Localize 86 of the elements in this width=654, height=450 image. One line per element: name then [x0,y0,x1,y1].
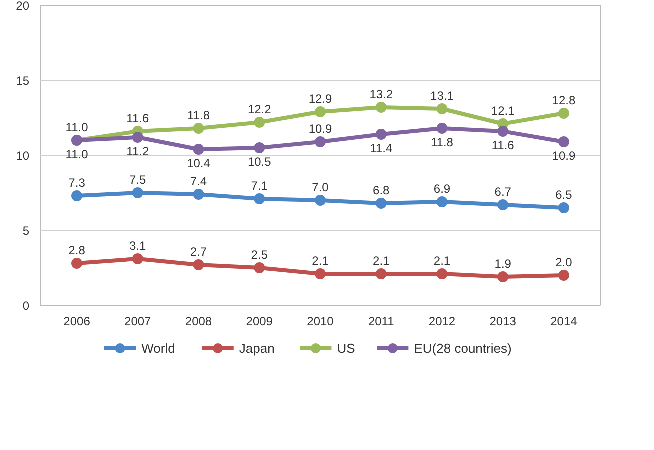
point [193,189,204,200]
data-label: 11.4 [370,142,393,156]
point [436,104,448,114]
data-label: 2.1 [434,254,451,268]
data-label: 10.9 [552,149,576,163]
data-label: 3.1 [130,239,147,253]
point [558,136,570,148]
data-label: 6.8 [373,184,390,198]
data-label: 12.9 [308,92,333,106]
y-tick-label: 20 [16,0,30,13]
data-label: 7.4 [190,174,208,188]
point [436,268,448,280]
x-tick-label: 2008 [185,314,212,328]
point [132,254,144,264]
data-label: 7.3 [68,176,86,190]
data-label: 7.1 [251,179,268,193]
data-label: 10.5 [248,155,272,169]
data-label: 11.8 [188,108,210,122]
point [436,196,448,208]
point [376,129,387,140]
y-tick-label: 10 [16,149,30,163]
legend-label: World [142,341,176,356]
point [132,188,144,198]
y-tick-label: 5 [22,224,30,238]
x-tick-label: 2010 [307,314,334,328]
data-label: 7.5 [130,173,147,187]
point [193,260,204,270]
x-tick-label: 2011 [368,314,395,328]
data-label: 6.9 [434,182,451,196]
point [72,190,83,202]
x-tick-label: 2014 [550,314,578,328]
x-tick-label: 2009 [246,314,274,328]
x-tick-label: 2007 [124,314,152,328]
data-label: 12.2 [248,102,272,116]
point [498,200,509,210]
point [315,268,326,280]
x-tick-label: 2012 [428,314,456,328]
data-label: 11.0 [66,148,89,162]
point [193,144,204,155]
data-label: 11.2 [126,144,150,158]
point [376,102,387,113]
point [254,117,266,128]
point [376,198,387,209]
data-label: 2.1 [373,254,390,268]
data-label: 2.1 [312,254,330,268]
point [558,270,570,281]
data-label: 11.6 [126,112,150,126]
data-label: 10.9 [308,122,333,136]
legend-label: Japan [239,341,275,356]
data-label: 2.7 [190,245,208,259]
data-label: 12.1 [491,104,516,118]
data-label: 2.0 [556,256,573,270]
point [498,272,509,282]
y-tick-label: 15 [16,74,30,88]
data-label: 13.2 [370,88,394,102]
point [132,132,144,143]
data-label: 7.0 [312,180,330,194]
data-label: 10.4 [187,156,211,170]
point [254,142,266,154]
point [72,258,83,269]
point [315,195,326,206]
data-label: 11.0 [66,120,89,134]
legend-label: US [337,341,356,356]
point [376,268,387,280]
data-label: 6.5 [556,188,573,202]
legend-label: EU(28 countries) [414,341,512,356]
data-label: 11.6 [492,138,515,152]
point [315,106,326,118]
data-label: 11.8 [431,136,454,150]
data-label: 6.7 [494,185,512,199]
data-label: 12.8 [552,94,576,108]
x-tick-label: 2006 [64,314,91,328]
point [558,202,570,214]
data-label: 1.9 [494,257,512,271]
data-label: 2.5 [251,248,268,262]
x-tick-label: 2013 [490,314,517,328]
point [558,108,570,119]
data-label: 13.1 [430,89,454,103]
y-tick-label: 0 [22,299,30,313]
data-label: 2.8 [68,244,86,258]
point [254,194,266,204]
point [193,123,204,134]
point [436,123,448,134]
point [254,262,266,274]
point [315,136,326,148]
point [498,126,509,137]
